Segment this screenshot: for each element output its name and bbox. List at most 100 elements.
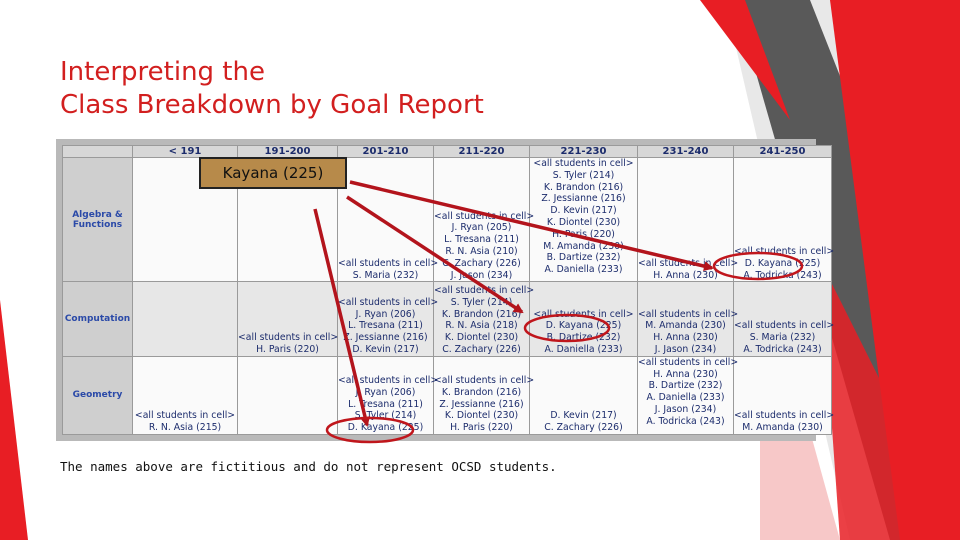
student-list: <all students in cell> J. Ryan (206) L. Tr… [338, 282, 439, 355]
all-students-link[interactable]: <all students in cell> [238, 332, 339, 344]
all-students-link[interactable]: <all students in cell> [434, 210, 535, 222]
student-entry: J. Ryan (206) [355, 386, 416, 398]
all-students-link[interactable]: <all students in cell> [434, 375, 535, 387]
all-students-link[interactable]: <all students in cell> [338, 257, 439, 269]
student-list: <all students in cell> H. Paris (220) [238, 282, 339, 355]
student-entry: Z. Jessianne (216) [439, 398, 524, 410]
student-entry: K. Diontel (230) [546, 216, 621, 228]
table-cell: <all students in cell> S. Maria (232) [337, 156, 439, 283]
header-row: < 191 191-200 201-210 211-220 221-230 231-240… [62, 145, 832, 158]
table-body: Algebra & Functions <all students in cell… [62, 156, 835, 436]
column-header: 231-240 [637, 145, 734, 158]
student-entry: S. Tyler (214) [450, 296, 513, 308]
table-cell: D. Kevin (217) C. Zachary (226) [529, 355, 638, 436]
table-cell: <all students in cell> D. Kayana (225) B. … [529, 281, 638, 357]
student-entry: D. Kayana (225) [744, 257, 821, 269]
student-entry: A. Todricka (243) [743, 343, 822, 355]
table-cell [132, 281, 238, 357]
student-entry: C. Zachary (226) [442, 343, 521, 355]
all-students-link[interactable]: <all students in cell> [434, 284, 535, 296]
all-students-link[interactable]: <all students in cell> [734, 410, 835, 422]
student-entry: B. Dartize (232) [648, 380, 723, 392]
student-entry: A. Daniella (233) [544, 264, 623, 276]
student-list: <all students in cell> J. Ryan (205) L. Tr… [434, 158, 535, 281]
all-students-link[interactable]: <all students in cell> [638, 308, 739, 320]
student-entry: K. Brandon (216) [441, 308, 522, 320]
student-entry: J. Ryan (206) [355, 308, 416, 320]
all-students-link[interactable]: <all students in cell> [638, 257, 739, 269]
student-entry: M. Amanda (230) [645, 320, 726, 332]
student-entry: H. Paris (220) [450, 422, 513, 434]
student-list: <all students in cell> S. Maria (232) [338, 158, 439, 281]
column-header: 221-230 [529, 145, 638, 158]
goal-breakdown-table: < 191 191-200 201-210 211-220 221-230 231-240… [62, 145, 835, 436]
title-line-2: Class Breakdown by Goal Report [60, 90, 484, 120]
student-entry: J. Jason (234) [450, 269, 513, 281]
student-entry: K. Diontel (230) [444, 332, 519, 344]
table-cell: <all students in cell> J. Ryan (205) L. Tr… [433, 156, 535, 283]
table-cell: <all students in cell> R. N. Asia (215) [132, 355, 238, 436]
all-students-link[interactable]: <all students in cell> [338, 296, 439, 308]
student-entry: J. Jason (234) [654, 403, 717, 415]
student-entry: D. Kayana (225) [545, 320, 622, 332]
column-header: 191-200 [237, 145, 338, 158]
table-row: Computation <all students in cell> H. Pari… [62, 281, 835, 357]
red-facet [830, 0, 960, 540]
student-entry: H. Anna (230) [653, 269, 718, 281]
all-students-link[interactable]: <all students in cell> [338, 375, 439, 387]
class-breakdown-report: < 191 191-200 201-210 211-220 221-230 231-240… [56, 139, 834, 441]
table-row: Algebra & Functions <all students in cell… [62, 156, 835, 283]
red-sliver-left [0, 300, 28, 540]
table-cell: <all students in cell> S. Tyler (214) K. B… [433, 281, 535, 357]
student-list: <all students in cell> M. Amanda (230) [734, 357, 835, 434]
slide-title: Interpreting the Class Breakdown by Goal… [60, 56, 484, 122]
student-entry: D. Kayana (225) [347, 422, 424, 434]
student-list [238, 357, 337, 434]
red-facet-bottom [820, 260, 960, 540]
column-header: 201-210 [337, 145, 434, 158]
student-entry: A. Todricka (243) [743, 269, 822, 281]
all-students-link[interactable]: <all students in cell> [134, 410, 236, 422]
student-list [133, 282, 237, 355]
student-entry: S. Maria (232) [749, 332, 816, 344]
all-students-link[interactable]: <all students in cell> [533, 308, 634, 320]
red-triangle-top [700, 0, 790, 120]
student-entry: A. Daniella (233) [646, 392, 725, 404]
table-cell: <all students in cell> H. Paris (220) [237, 281, 339, 357]
student-entry: K. Diontel (230) [444, 410, 519, 422]
student-entry: J. Jason (234) [654, 343, 717, 355]
student-entry: S. Tyler (214) [552, 169, 615, 181]
student-entry: A. Daniella (233) [544, 343, 623, 355]
student-entry: Z. Jessianne (216) [343, 332, 428, 344]
student-entry: B. Dartize (232) [546, 332, 621, 344]
table-cell: <all students in cell> S. Tyler (214) K. B… [529, 156, 638, 283]
table-cell: <all students in cell> J. Ryan (206) L. Tr… [337, 355, 439, 436]
student-entry: H. Anna (230) [653, 332, 718, 344]
table-cell: <all students in cell> H. Anna (230) B. Da… [637, 355, 739, 436]
column-header: < 191 [132, 145, 238, 158]
student-entry: K. Brandon (216) [543, 181, 624, 193]
student-entry: K. Brandon (216) [441, 386, 522, 398]
table-cell: <all students in cell> D. Kayana (225) A. … [733, 156, 835, 283]
row-label: Algebra & Functions [62, 156, 133, 283]
all-students-link[interactable]: <all students in cell> [638, 356, 739, 368]
all-students-link[interactable]: <all students in cell> [734, 320, 835, 332]
all-students-link[interactable]: <all students in cell> [533, 158, 634, 169]
student-entry: C. Zachary (226) [544, 422, 623, 434]
row-label: Computation [62, 281, 133, 357]
student-entry: M. Amanda (230) [543, 240, 624, 252]
student-entry: L. Tresana (211) [348, 320, 423, 332]
table-cell [237, 355, 338, 436]
student-entry: H. Paris (220) [256, 343, 319, 355]
student-list: <all students in cell> S. Maria (232) A. T… [734, 282, 835, 355]
table-cell: <all students in cell> K. Brandon (216) Z.… [433, 355, 535, 436]
column-header: 211-220 [433, 145, 530, 158]
table-row: Geometry <all students in cell> R. N. Asia… [62, 355, 835, 436]
table-cell: <all students in cell> M. Amanda (230) H. … [637, 281, 739, 357]
student-list: <all students in cell> S. Tyler (214) K. B… [434, 282, 535, 355]
student-entry: R. N. Asia (218) [445, 320, 518, 332]
all-students-link[interactable]: <all students in cell> [734, 246, 835, 258]
student-entry: B. Dartize (232) [546, 252, 621, 264]
header-corner [62, 145, 133, 158]
student-entry: R. N. Asia (210) [445, 246, 518, 258]
